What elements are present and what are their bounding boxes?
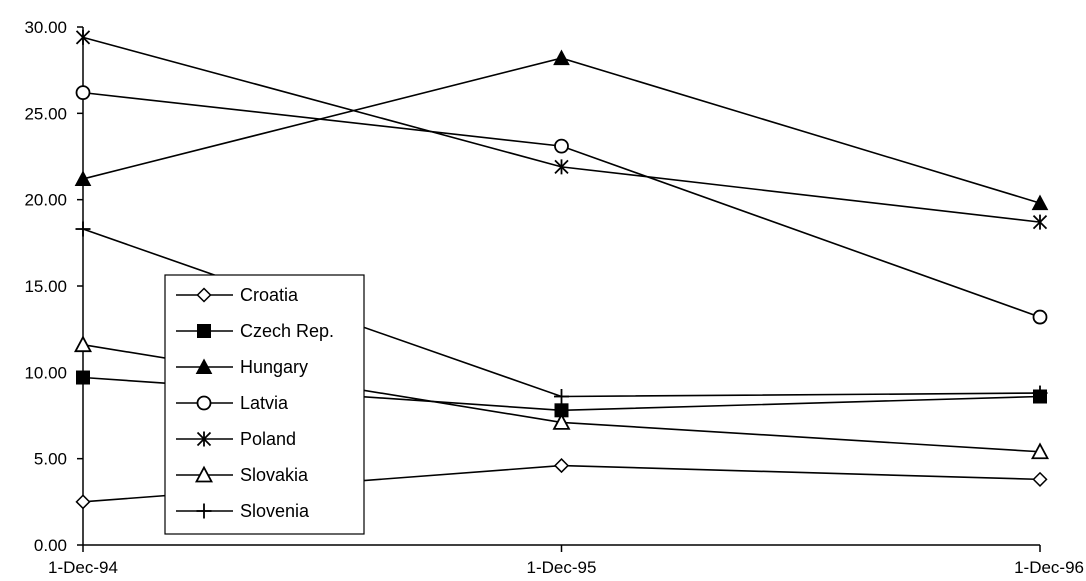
legend-label: Czech Rep. <box>240 321 334 341</box>
legend-item-hungary: Hungary <box>176 357 308 377</box>
data-point-slovenia <box>554 389 569 405</box>
data-point-latvia <box>554 138 569 154</box>
legend-label: Slovenia <box>240 501 310 521</box>
legend-label: Poland <box>240 429 296 449</box>
y-tick-label: 30.00 <box>24 18 67 37</box>
series-latvia <box>75 85 1048 325</box>
data-point-slovakia <box>1030 442 1050 460</box>
legend-item-poland: Poland <box>176 429 296 449</box>
x-tick-label: 1-Dec-96 <box>1014 558 1084 577</box>
legend-label: Hungary <box>240 357 308 377</box>
y-tick-label: 20.00 <box>24 191 67 210</box>
legend-item-czech-rep: Czech Rep. <box>176 321 334 341</box>
data-point-poland <box>554 159 569 175</box>
legend-marker <box>197 324 211 338</box>
data-point-croatia <box>553 458 570 474</box>
legend-marker <box>196 287 212 303</box>
legend: Croatia Czech Rep. Hungary Latvia Poland Slov… <box>164 274 365 535</box>
data-point-croatia <box>1032 471 1048 487</box>
data-point-czech-rep <box>76 370 90 385</box>
legend-marker <box>196 431 212 447</box>
legend-marker <box>196 503 212 519</box>
series-line-hungary <box>82 57 1041 204</box>
y-tick-label: 15.00 <box>24 277 67 296</box>
y-tick-label: 5.00 <box>34 450 67 469</box>
legend-item-slovakia: Slovakia <box>176 465 309 485</box>
data-point-slovenia <box>1032 385 1048 401</box>
y-axis-ticks: 0.00 5.00 10.00 15.00 20.00 25.00 30.00 <box>24 18 83 555</box>
x-axis-ticks: 1-Dec-94 1-Dec-95 1-Dec-96 <box>48 545 1084 577</box>
legend-label: Croatia <box>240 285 299 305</box>
data-point-slovakia <box>73 335 93 353</box>
series-hungary <box>74 49 1049 211</box>
data-point-poland <box>1032 214 1048 230</box>
data-point-hungary <box>74 170 92 186</box>
x-tick-label: 1-Dec-95 <box>527 558 597 577</box>
data-point-hungary <box>553 49 570 66</box>
y-tick-label: 25.00 <box>24 104 67 123</box>
legend-marker <box>196 395 212 411</box>
data-point-poland <box>75 29 91 45</box>
data-point-latvia <box>1032 309 1048 325</box>
data-point-hungary <box>1031 194 1049 211</box>
x-tick-label: 1-Dec-94 <box>48 558 118 577</box>
data-point-croatia <box>75 494 91 510</box>
legend-marker <box>195 358 213 374</box>
y-tick-label: 10.00 <box>24 363 67 382</box>
y-tick-label: 0.00 <box>34 536 67 555</box>
legend-label: Latvia <box>240 393 289 413</box>
legend-label: Slovakia <box>240 465 309 485</box>
data-point-slovenia <box>75 221 91 237</box>
data-point-latvia <box>75 85 91 101</box>
legend-item-croatia: Croatia <box>176 285 299 305</box>
legend-item-slovenia: Slovenia <box>176 501 310 521</box>
legend-marker <box>194 465 214 483</box>
series-poland <box>75 29 1048 230</box>
data-point-slovakia <box>552 413 571 430</box>
legend-item-latvia: Latvia <box>176 393 289 413</box>
